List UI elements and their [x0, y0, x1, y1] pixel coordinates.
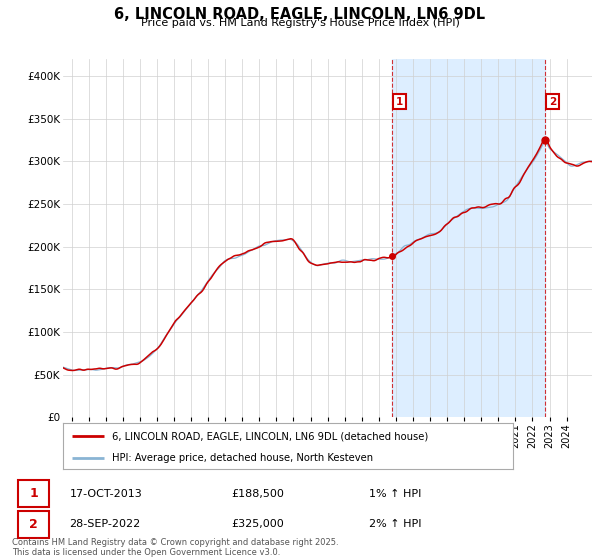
- Text: 2: 2: [548, 97, 556, 107]
- Text: Price paid vs. HM Land Registry's House Price Index (HPI): Price paid vs. HM Land Registry's House …: [140, 18, 460, 28]
- Text: 1: 1: [29, 487, 38, 500]
- Text: 2% ↑ HPI: 2% ↑ HPI: [369, 520, 422, 529]
- FancyBboxPatch shape: [18, 511, 49, 538]
- Text: £325,000: £325,000: [231, 520, 284, 529]
- Text: 2: 2: [29, 518, 38, 531]
- Text: 28-SEP-2022: 28-SEP-2022: [70, 520, 141, 529]
- Bar: [392, 59, 545, 417]
- Text: £188,500: £188,500: [231, 489, 284, 498]
- Text: 1: 1: [396, 97, 403, 107]
- FancyBboxPatch shape: [18, 480, 49, 507]
- Text: 6, LINCOLN ROAD, EAGLE, LINCOLN, LN6 9DL (detached house): 6, LINCOLN ROAD, EAGLE, LINCOLN, LN6 9DL…: [113, 431, 429, 441]
- Text: 17-OCT-2013: 17-OCT-2013: [70, 489, 142, 498]
- Text: Contains HM Land Registry data © Crown copyright and database right 2025.
This d: Contains HM Land Registry data © Crown c…: [12, 538, 338, 557]
- Text: 1% ↑ HPI: 1% ↑ HPI: [369, 489, 421, 498]
- Text: 6, LINCOLN ROAD, EAGLE, LINCOLN, LN6 9DL: 6, LINCOLN ROAD, EAGLE, LINCOLN, LN6 9DL: [115, 7, 485, 22]
- Text: HPI: Average price, detached house, North Kesteven: HPI: Average price, detached house, Nort…: [113, 453, 374, 463]
